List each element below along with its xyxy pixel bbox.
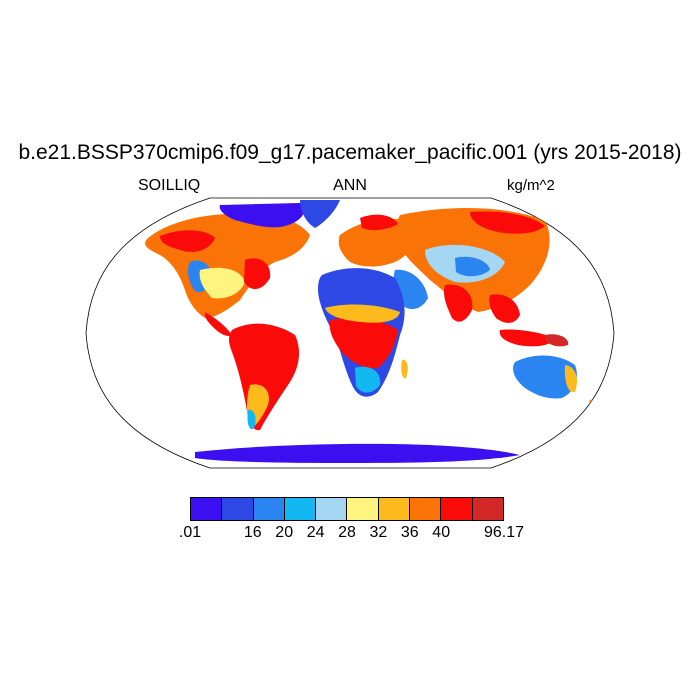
madagascar [401, 359, 408, 379]
south-asia [443, 284, 473, 322]
africa-sahel [325, 304, 400, 323]
colorbar-box-5 [347, 498, 379, 520]
asia-arid-blue [455, 256, 490, 277]
colorbar-tick-label: 20 [275, 524, 294, 541]
figure-title: b.e21.BSSP370cmip6.f09_g17.pacemaker_pac… [18, 141, 682, 164]
colorbar-tick-label: 96.17 [483, 524, 525, 541]
africa-tropics [329, 317, 398, 369]
north-america-red-region [160, 230, 215, 252]
colorbar-tick-label: 36 [400, 524, 419, 541]
colorbar-box-8 [441, 498, 473, 520]
variable-label: SOILLIQ [138, 177, 201, 194]
colorbar-box-1 [222, 498, 254, 520]
colorbar-box-3 [284, 498, 317, 520]
southeast-asia [489, 294, 520, 323]
antarctica [195, 443, 520, 463]
africa-south [355, 366, 381, 393]
colorbar-tick-label: .01 [178, 524, 202, 541]
colorbar-box-2 [253, 498, 285, 520]
south-america-patagonia [247, 409, 256, 430]
colorbar [190, 497, 504, 521]
europe [338, 218, 417, 267]
australia-east [564, 365, 577, 393]
colorbar-box-4 [316, 498, 348, 520]
colorbar-box-6 [378, 498, 411, 520]
colorbar-box-0 [191, 498, 223, 520]
colorbar-tick-label: 16 [243, 524, 262, 541]
season-label: ANN [333, 177, 367, 194]
europe-north [360, 214, 398, 231]
colorbar-box-9 [472, 498, 503, 520]
new-zealand [589, 399, 596, 412]
colorbar-box-7 [410, 498, 442, 520]
south-america [229, 323, 300, 431]
colorbar-tick-label: 28 [338, 524, 356, 541]
australia [513, 355, 577, 399]
new-guinea [545, 334, 569, 347]
colorbar-tick-label: 32 [369, 524, 388, 541]
colorbar-tick-label: 24 [306, 524, 325, 541]
north-america-plains [199, 267, 245, 299]
units-label: kg/m^2 [507, 177, 555, 194]
siberia-red [470, 211, 545, 234]
arctic-islands [219, 203, 305, 228]
north-america-east [244, 258, 271, 290]
greenland [300, 200, 340, 228]
indonesia [499, 329, 555, 347]
colorbar-tick-label: 40 [432, 524, 451, 541]
central-america [204, 312, 232, 337]
